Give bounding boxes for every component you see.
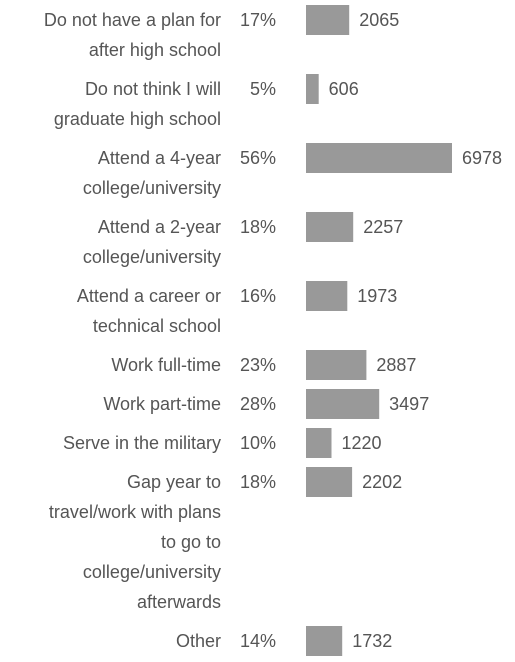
category-label: technical school bbox=[93, 316, 221, 336]
category-label: college/university bbox=[83, 178, 221, 198]
percent-label: 18% bbox=[240, 472, 276, 492]
bar bbox=[306, 212, 354, 242]
value-label: 6978 bbox=[462, 148, 502, 168]
percent-label: 17% bbox=[240, 10, 276, 30]
category-label: Do not have a plan for bbox=[44, 10, 221, 30]
bar bbox=[306, 389, 380, 419]
bar bbox=[306, 281, 348, 311]
category-label: Attend a 2-year bbox=[98, 217, 221, 237]
category-label: college/university bbox=[83, 562, 221, 582]
value-label: 1732 bbox=[352, 631, 392, 651]
category-label: Serve in the military bbox=[63, 433, 221, 453]
percent-label: 56% bbox=[240, 148, 276, 168]
percent-label: 5% bbox=[250, 79, 276, 99]
category-label: graduate high school bbox=[54, 109, 221, 129]
category-label: to go to bbox=[161, 532, 221, 552]
percent-label: 14% bbox=[240, 631, 276, 651]
percent-label: 23% bbox=[240, 355, 276, 375]
bar bbox=[306, 350, 367, 380]
category-label: Other bbox=[176, 631, 221, 651]
percent-label: 16% bbox=[240, 286, 276, 306]
category-label: Work part-time bbox=[103, 394, 221, 414]
percent-label: 28% bbox=[240, 394, 276, 414]
value-label: 2202 bbox=[362, 472, 402, 492]
category-label: Attend a 4-year bbox=[98, 148, 221, 168]
bar bbox=[306, 143, 452, 173]
category-label: afterwards bbox=[137, 592, 221, 612]
category-label: Gap year to bbox=[127, 472, 221, 492]
bar bbox=[306, 428, 332, 458]
percent-label: 10% bbox=[240, 433, 276, 453]
category-label: Attend a career or bbox=[77, 286, 221, 306]
category-label: after high school bbox=[89, 40, 221, 60]
category-label: Work full-time bbox=[111, 355, 221, 375]
bar bbox=[306, 5, 350, 35]
category-label: Do not think I will bbox=[85, 79, 221, 99]
value-label: 2065 bbox=[359, 10, 399, 30]
bar bbox=[306, 467, 353, 497]
category-label: travel/work with plans bbox=[49, 502, 221, 522]
bar bbox=[306, 626, 343, 656]
percent-label: 18% bbox=[240, 217, 276, 237]
value-label: 1973 bbox=[357, 286, 397, 306]
bar bbox=[306, 74, 319, 104]
value-label: 1220 bbox=[342, 433, 382, 453]
value-label: 3497 bbox=[389, 394, 429, 414]
value-label: 2887 bbox=[376, 355, 416, 375]
category-label: college/university bbox=[83, 247, 221, 267]
value-label: 2257 bbox=[363, 217, 403, 237]
value-label: 606 bbox=[329, 79, 359, 99]
